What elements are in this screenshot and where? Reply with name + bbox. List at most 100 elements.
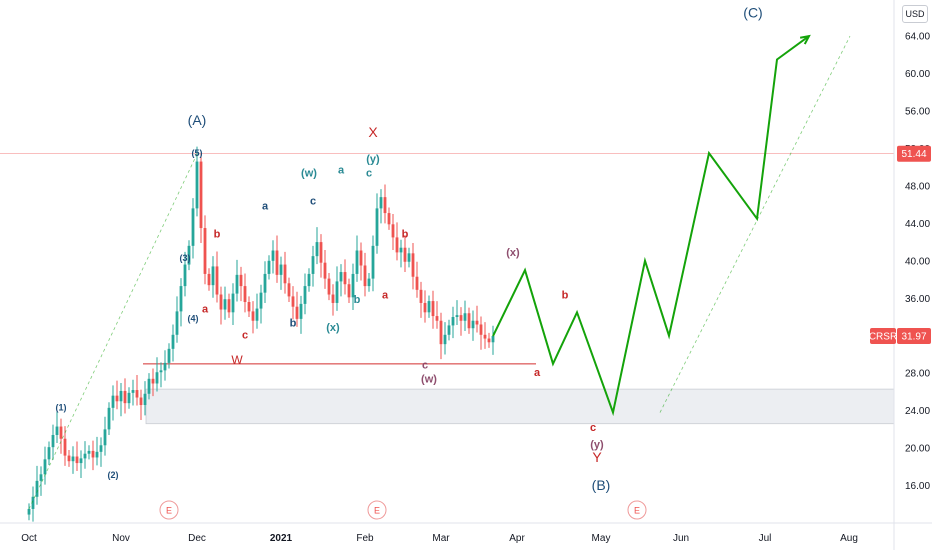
trend-guide-a <box>28 153 198 510</box>
currency-label[interactable]: USD <box>902 5 928 23</box>
candle-body <box>459 315 463 321</box>
wave-label: c <box>242 330 248 342</box>
candle-body <box>463 313 467 321</box>
candle-body <box>415 276 419 290</box>
x-tick-label: Dec <box>188 533 206 544</box>
candle-body <box>187 245 191 265</box>
candle-body <box>423 302 427 313</box>
candle-body <box>87 450 91 454</box>
candle-body <box>75 456 79 464</box>
event-badge-label: E <box>166 506 172 516</box>
wave-label: c <box>422 360 428 372</box>
candle-body <box>227 299 231 313</box>
demand-zone <box>145 388 895 425</box>
x-tick-label: Aug <box>840 533 858 544</box>
candle-body <box>267 260 271 274</box>
candle-body <box>303 286 307 304</box>
candle-body <box>327 278 331 295</box>
candle-body <box>147 378 151 394</box>
resistance-price-tag-bg <box>897 145 931 162</box>
x-tick-label: Apr <box>509 533 525 544</box>
candle-body <box>263 273 267 293</box>
candle-body <box>363 265 367 287</box>
wave-label: Y <box>592 449 602 465</box>
candle-body <box>243 286 247 303</box>
candle-body <box>167 348 171 363</box>
candle-body <box>407 253 411 262</box>
candle-body <box>367 278 371 287</box>
candle-body <box>35 480 39 497</box>
candle-body <box>71 456 75 462</box>
candle-body <box>391 224 395 238</box>
x-tick-label: Nov <box>112 533 130 544</box>
resistance-price-tag-text: 51.44 <box>901 149 926 160</box>
x-tick-label: Jun <box>673 533 689 544</box>
candle-body <box>171 334 175 349</box>
candle-body <box>383 197 387 214</box>
candle-body <box>51 434 55 448</box>
candle-body <box>115 395 119 402</box>
candle-body <box>183 264 187 287</box>
demand-zone-rect <box>145 388 895 425</box>
candle-body <box>215 266 219 295</box>
projection-arrowhead <box>799 34 811 45</box>
candle-body <box>475 320 479 325</box>
event-badge-circle <box>627 500 647 520</box>
candle-body <box>311 256 315 274</box>
candle-body <box>299 303 303 319</box>
x-tick-label: 2021 <box>270 533 293 544</box>
y-tick-label: 36.00 <box>905 294 930 305</box>
event-badge-circle <box>367 500 387 520</box>
wave-label: (x) <box>506 247 520 259</box>
event-badge-label: E <box>374 506 380 516</box>
candle-body <box>91 450 95 458</box>
candle-body <box>107 407 111 430</box>
wave-label: (A) <box>188 112 207 128</box>
candle-body <box>95 451 99 458</box>
candle-body <box>283 264 287 284</box>
candle-body <box>431 301 435 317</box>
x-tick-label: Oct <box>21 533 37 544</box>
candle-body <box>55 426 59 435</box>
event-badge-label: E <box>634 506 640 516</box>
wave-labels: (A)(5)(3)(4)(1)(2)abcWabc(w)(x)abX(y)cba… <box>56 4 763 493</box>
candle-body <box>131 390 135 393</box>
candle-body <box>439 320 443 345</box>
wave-label: c <box>366 168 372 180</box>
wave-label: b <box>354 294 361 306</box>
candle-body <box>395 237 399 253</box>
candle-body <box>207 273 211 286</box>
candle-body <box>379 197 383 209</box>
candle-body <box>67 455 71 462</box>
wave-label: (y) <box>590 439 604 451</box>
candle-body <box>255 308 259 321</box>
y-tick-label: 40.00 <box>905 256 930 267</box>
wave-label: a <box>338 165 345 177</box>
wave-label: b <box>290 317 297 329</box>
candle-body <box>447 325 451 335</box>
candle-body <box>455 315 459 317</box>
candle-body <box>79 458 83 464</box>
wave-label: (x) <box>326 322 340 334</box>
candle-body <box>135 390 139 398</box>
y-tick-label: 44.00 <box>905 219 930 230</box>
candle-body <box>155 372 159 384</box>
wave-label: (C) <box>743 4 762 20</box>
wave-label: a <box>202 303 209 315</box>
wave-label: (w) <box>301 168 317 180</box>
candle-body <box>371 245 375 279</box>
candle-body <box>319 242 323 263</box>
trend-guide-c <box>659 35 851 413</box>
candle-body <box>63 438 67 456</box>
candle-body <box>191 208 195 246</box>
candle-body <box>39 474 43 481</box>
candle-body <box>351 273 355 298</box>
candle-body <box>315 242 319 257</box>
candle-body <box>359 250 363 266</box>
candle-body <box>31 496 35 509</box>
candle-body <box>151 378 155 384</box>
candle-body <box>443 334 447 345</box>
candle-body <box>291 296 295 307</box>
candle-body <box>471 320 475 329</box>
